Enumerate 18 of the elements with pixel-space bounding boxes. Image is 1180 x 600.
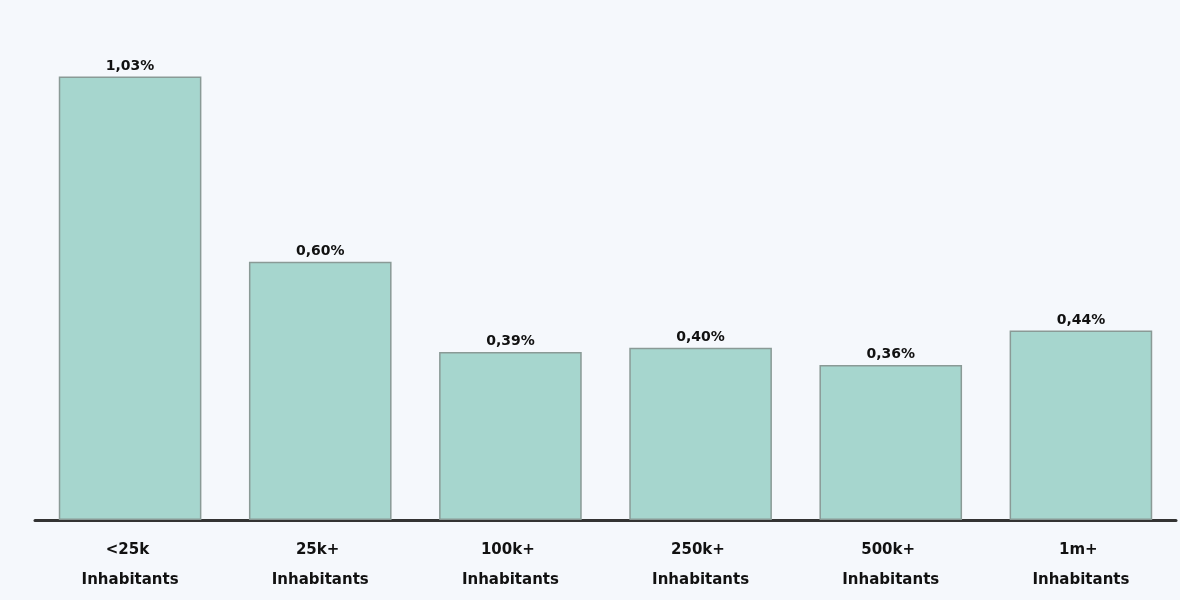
data-label: 1,03% <box>105 56 155 73</box>
x-tick-label: <25k Inhabitants <box>81 540 179 588</box>
bar <box>58 76 202 520</box>
x-tick-label: 250k+ Inhabitants <box>652 540 750 588</box>
x-tick-label: 1m+ Inhabitants <box>1032 540 1130 588</box>
data-label: 0,36% <box>866 345 916 362</box>
data-label: 0,40% <box>676 327 725 344</box>
bar <box>629 347 772 520</box>
x-tick-label: 100k+ Inhabitants <box>461 540 559 588</box>
data-label: 0,44% <box>1056 310 1106 327</box>
bar <box>248 261 392 520</box>
x-tick-label: 500k+ Inhabitants <box>842 540 940 588</box>
bar <box>1009 330 1153 520</box>
bar <box>439 352 582 520</box>
bar <box>819 365 963 520</box>
data-label: 0,39% <box>486 332 535 349</box>
data-label: 0,60% <box>295 241 345 258</box>
x-tick-label: 25k+ Inhabitants <box>271 540 369 588</box>
